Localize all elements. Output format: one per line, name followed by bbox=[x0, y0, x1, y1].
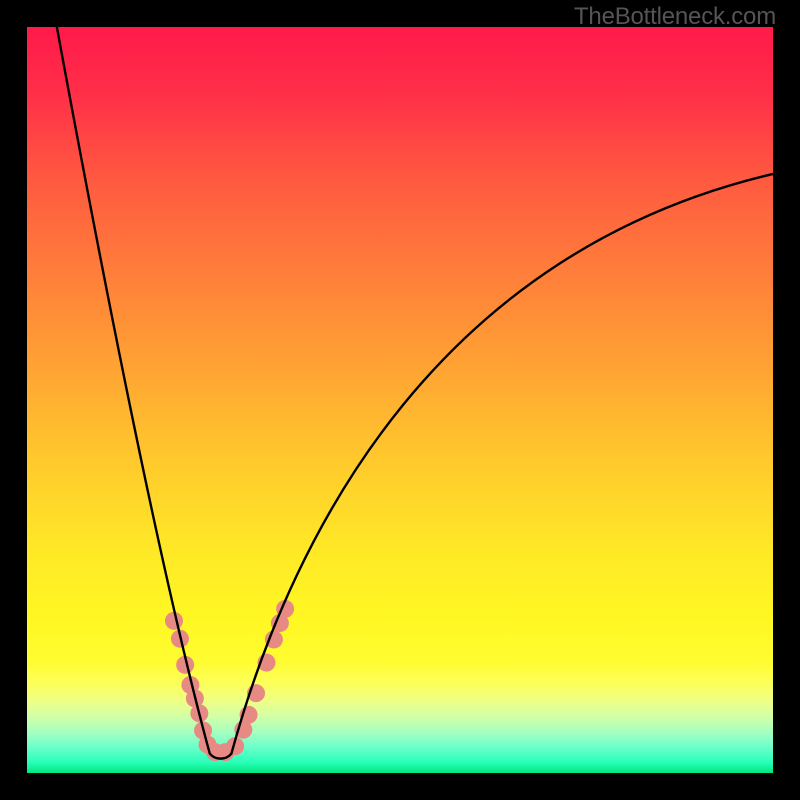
gradient-background bbox=[27, 27, 773, 773]
chart-root: TheBottleneck.com bbox=[0, 0, 800, 800]
watermark-text: TheBottleneck.com bbox=[574, 3, 776, 31]
plot-frame bbox=[27, 27, 773, 773]
